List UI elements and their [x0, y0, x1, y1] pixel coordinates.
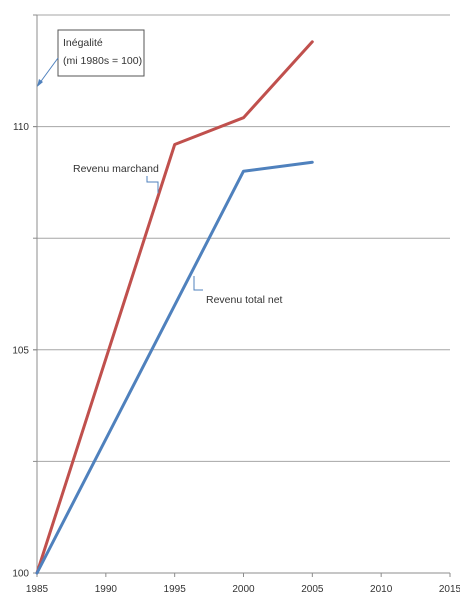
x-tick-label: 1990: [95, 584, 118, 595]
series-lines: [35, 40, 314, 575]
annotation-line-1: Inégalité: [63, 37, 103, 49]
axes: 100 105 110 1985 1990 1995 2000 2005 2010 2015: [12, 14, 460, 595]
annotation-box: Inégalité (mi 1980s = 100): [37, 29, 145, 87]
y-tick-label: 100: [12, 569, 29, 580]
annotation-frame: [57, 29, 145, 77]
x-tick-label: 1995: [164, 584, 187, 595]
series-labels: Revenu marchand Revenu total net: [73, 163, 283, 306]
gridlines: [37, 14, 450, 462]
series-label-1: Revenu marchand: [73, 163, 159, 175]
series-line-1: [35, 40, 314, 575]
annotation-arrowhead: [37, 79, 43, 87]
series-line-2: [35, 160, 314, 575]
x-tick-label: 2010: [370, 584, 393, 595]
annotation-line-2: (mi 1980s = 100): [63, 55, 142, 67]
annotation-pointer: [38, 57, 59, 85]
x-tick-label: 2015: [439, 584, 460, 595]
y-tick-label: 105: [12, 345, 29, 356]
label-leader-1: [146, 176, 159, 193]
x-tick-label: 1985: [26, 584, 49, 595]
x-tick-label: 2005: [301, 584, 324, 595]
series-label-2: Revenu total net: [206, 294, 283, 306]
x-tick-label: 2000: [232, 584, 255, 595]
y-tick-label: 110: [13, 122, 29, 133]
label-leader-2: [193, 276, 203, 291]
